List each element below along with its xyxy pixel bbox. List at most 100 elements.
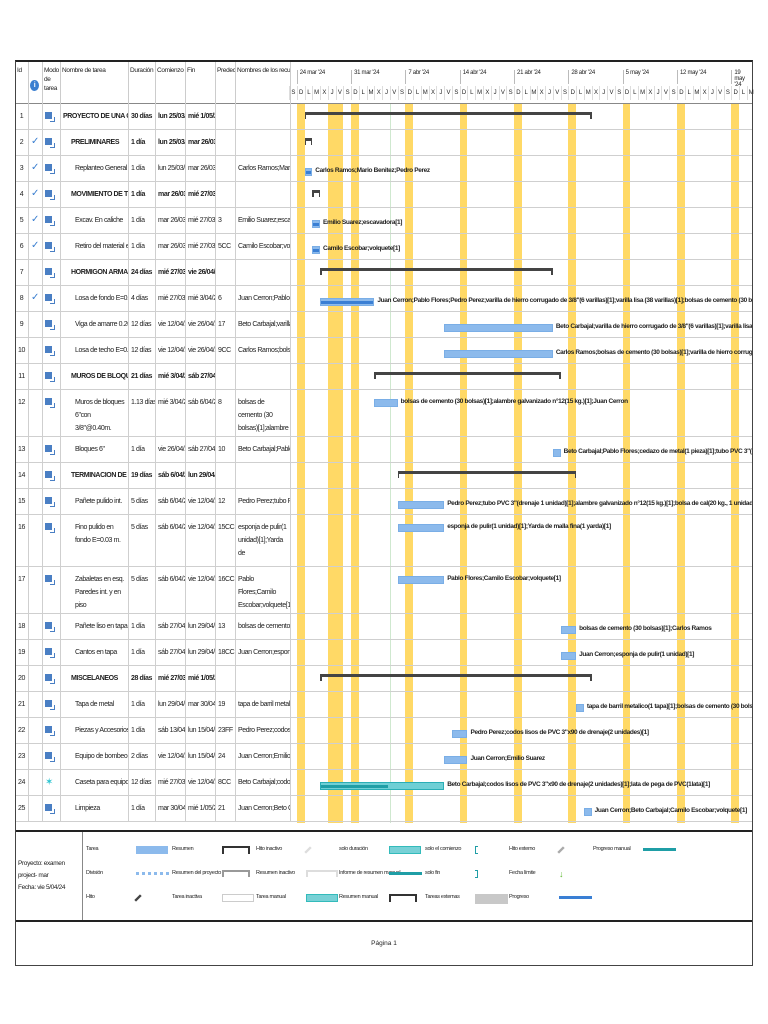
task-start[interactable]: mié 27/03/24: [156, 770, 186, 795]
task-finish[interactable]: vie 26/04/24: [186, 338, 216, 363]
task-resources[interactable]: tapa de barril metalico(1 tapa): [236, 692, 291, 717]
col-resources-header[interactable]: Nombres de los recursos: [236, 62, 291, 104]
task-finish[interactable]: mar 26/03/24: [186, 130, 216, 155]
task-duration[interactable]: 5 días: [129, 515, 156, 566]
task-name[interactable]: Limpieza: [61, 796, 129, 821]
task-name[interactable]: Tapa de metal: [61, 692, 129, 717]
task-resources[interactable]: [236, 104, 291, 129]
manual-task-bar[interactable]: [320, 782, 445, 790]
task-resources[interactable]: Carlos Ramos;bolsas de cemento: [236, 338, 291, 363]
task-duration[interactable]: 21 días: [129, 364, 156, 389]
task-finish[interactable]: sáb 6/04/24: [186, 390, 216, 436]
task-duration[interactable]: 1 día: [129, 156, 156, 181]
task-predecessors[interactable]: 19: [216, 692, 236, 717]
task-finish[interactable]: mar 30/04/24: [186, 692, 216, 717]
task-resources[interactable]: [236, 463, 291, 488]
task-finish[interactable]: vie 12/04/24: [186, 489, 216, 514]
task-resources[interactable]: [236, 130, 291, 155]
task-predecessors[interactable]: 6: [216, 286, 236, 311]
task-predecessors[interactable]: 16CC: [216, 567, 236, 613]
task-name[interactable]: Caseta para equipo de bombeo: [61, 770, 129, 795]
task-bar[interactable]: [583, 808, 592, 816]
task-start[interactable]: vie 26/04/24: [156, 437, 186, 462]
task-start[interactable]: mar 26/03/24: [156, 208, 186, 233]
task-resources[interactable]: Beto Carbajal;codos lisos: [236, 770, 291, 795]
task-bar[interactable]: [451, 730, 468, 738]
task-name[interactable]: PRELIMINARES: [61, 130, 129, 155]
task-start[interactable]: vie 12/04/24: [156, 312, 186, 337]
task-duration[interactable]: 1 día: [129, 208, 156, 233]
task-name[interactable]: Pañete pulido int.: [61, 489, 129, 514]
task-duration[interactable]: 1 día: [129, 130, 156, 155]
task-finish[interactable]: lun 29/04/24: [186, 640, 216, 665]
summary-bar[interactable]: [312, 190, 321, 197]
task-finish[interactable]: vie 12/04/24: [186, 770, 216, 795]
task-name[interactable]: Pañete liso en tapa: [61, 614, 129, 639]
task-start[interactable]: lun 25/03/24: [156, 130, 186, 155]
task-predecessors[interactable]: 3: [216, 208, 236, 233]
task-finish[interactable]: mié 27/03/24: [186, 234, 216, 259]
task-predecessors[interactable]: 5CC: [216, 234, 236, 259]
task-predecessors[interactable]: 21: [216, 796, 236, 821]
task-duration[interactable]: 30 días: [129, 104, 156, 129]
task-finish[interactable]: mié 1/05/24: [186, 666, 216, 691]
task-start[interactable]: mar 26/03/24: [156, 234, 186, 259]
col-predecessors-header[interactable]: Predecesoras: [216, 62, 236, 104]
task-resources[interactable]: Camilo Escobar;volquete[1]: [236, 234, 291, 259]
task-start[interactable]: sáb 6/04/24: [156, 463, 186, 488]
task-start[interactable]: sáb 6/04/24: [156, 489, 186, 514]
task-bar[interactable]: [560, 652, 577, 660]
col-name-header[interactable]: Nombre de tarea: [61, 62, 129, 104]
task-start[interactable]: mié 27/03/24: [156, 666, 186, 691]
task-predecessors[interactable]: [216, 260, 236, 285]
task-predecessors[interactable]: 15CC: [216, 515, 236, 566]
task-start[interactable]: lun 29/04/24: [156, 692, 186, 717]
task-name[interactable]: Losa de fondo E=0.25 m.: [61, 286, 129, 311]
task-predecessors[interactable]: [216, 182, 236, 207]
task-name[interactable]: Bloques 6": [61, 437, 129, 462]
task-duration[interactable]: 2 días: [129, 744, 156, 769]
task-finish[interactable]: mié 1/05/24: [186, 104, 216, 129]
task-duration[interactable]: 19 días: [129, 463, 156, 488]
task-duration[interactable]: 1 día: [129, 718, 156, 743]
task-predecessors[interactable]: 8CC: [216, 770, 236, 795]
task-bar[interactable]: [560, 626, 577, 634]
task-duration[interactable]: 1 día: [129, 692, 156, 717]
summary-bar[interactable]: [304, 138, 313, 145]
task-duration[interactable]: 5 días: [129, 489, 156, 514]
task-predecessors[interactable]: 13: [216, 614, 236, 639]
task-predecessors[interactable]: 8: [216, 390, 236, 436]
table-row[interactable]: 24 ✶ Caseta para equipo de bombeo12 díasmi…: [16, 770, 752, 796]
task-name[interactable]: MOVIMIENTO DE TIERRA: [61, 182, 129, 207]
task-bar[interactable]: [444, 350, 553, 358]
summary-bar[interactable]: [374, 372, 561, 379]
task-resources[interactable]: Juan Cerron;Emilio Suarez: [236, 744, 291, 769]
col-start-header[interactable]: Comienzo: [156, 62, 186, 104]
task-duration[interactable]: 4 días: [129, 286, 156, 311]
task-resources[interactable]: Beto Carbajal;varilla de hierro: [236, 312, 291, 337]
task-finish[interactable]: mié 27/03/24: [186, 182, 216, 207]
task-predecessors[interactable]: [216, 666, 236, 691]
task-name[interactable]: Fino pulido en fondo E=0.03 m.: [61, 515, 129, 566]
task-start[interactable]: mar 30/04/24: [156, 796, 186, 821]
task-predecessors[interactable]: [216, 364, 236, 389]
task-finish[interactable]: lun 29/04/24: [186, 614, 216, 639]
task-name[interactable]: MISCELANEOS: [61, 666, 129, 691]
task-duration[interactable]: 1 día: [129, 437, 156, 462]
